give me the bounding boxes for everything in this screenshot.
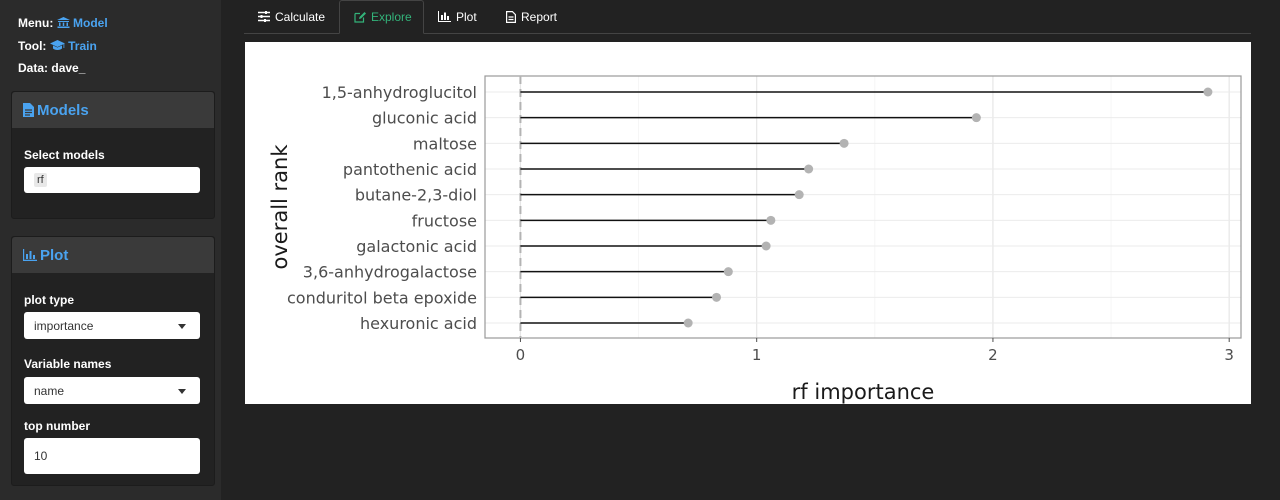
plot-border	[484, 75, 1242, 339]
tab-bar: Calculate Explore Plot Report	[244, 0, 1251, 34]
data-value: dave_	[51, 61, 86, 75]
menu-label: Menu:	[18, 16, 54, 30]
tool-label: Tool:	[18, 39, 47, 53]
x-tick-label: 0	[516, 346, 526, 364]
tool-value-text: Train	[68, 39, 97, 53]
tab-report-label: Report	[521, 9, 558, 24]
models-panel-header[interactable]: Models	[12, 92, 214, 128]
y-tick-label: maltose	[413, 134, 477, 153]
menu-value[interactable]: Model	[56, 16, 108, 30]
plot-type-select[interactable]: importance	[24, 312, 200, 339]
models-panel: Models Select models rf	[11, 91, 215, 219]
lollipop-point	[766, 215, 776, 225]
tab-explore-label: Explore	[371, 10, 412, 24]
importance-chart: 1,5-anhydroglucitol gluconic acid maltose p…	[268, 75, 1242, 404]
lollipop-point	[804, 164, 814, 174]
variable-names-select[interactable]: name	[24, 377, 200, 404]
x-tick-label: 3	[1224, 346, 1234, 364]
bar-chart-icon	[23, 249, 37, 261]
plot-area: 1,5-anhydroglucitol gluconic acid maltose p…	[245, 42, 1251, 404]
top-number-input[interactable]: 10	[24, 438, 200, 474]
top-number-label: top number	[24, 419, 90, 433]
x-tick-label: 1	[752, 346, 762, 364]
menu-value-text: Model	[73, 16, 108, 30]
sliders-icon	[258, 11, 270, 22]
tab-explore[interactable]: Explore	[339, 0, 424, 34]
y-tick-label: pantothenic acid	[343, 160, 477, 179]
data-label: Data:	[18, 61, 49, 75]
sidebar: Menu: Model Tool: Train Data: dave_ Mode…	[0, 0, 221, 500]
lollipop-point	[794, 190, 804, 200]
y-tick-label: gluconic acid	[372, 109, 477, 128]
lollipop-point	[971, 113, 981, 123]
y-tick-label: 1,5-anhydroglucitol	[322, 83, 477, 102]
models-panel-title: Models	[37, 101, 89, 119]
y-tick-label: hexuronic acid	[360, 314, 477, 333]
lollipop-point	[1203, 87, 1213, 97]
data-indicator: Data: dave_	[18, 61, 85, 75]
menu-indicator: Menu: Model	[18, 16, 108, 30]
file-icon	[506, 10, 516, 23]
tab-calculate[interactable]: Calculate	[244, 0, 339, 33]
tab-plot[interactable]: Plot	[424, 0, 492, 33]
tab-plot-label: Plot	[456, 9, 477, 24]
tool-value[interactable]: Train	[49, 39, 97, 53]
plot-panel: Plot plot type importance Variable names…	[11, 236, 215, 486]
bar-chart-icon	[438, 11, 451, 22]
edit-icon	[354, 12, 366, 23]
plot-panel-header[interactable]: Plot	[12, 237, 214, 273]
x-tick-label: 2	[988, 346, 998, 364]
plot-type-label: plot type	[24, 293, 74, 307]
select-models-label: Select models	[24, 148, 105, 162]
tool-indicator: Tool: Train	[18, 39, 97, 53]
plot-panel-title: Plot	[40, 246, 69, 264]
file-icon	[23, 103, 34, 117]
y-axis-title: overall rank	[268, 144, 292, 270]
lollipop-point	[723, 267, 733, 277]
lollipop-point	[712, 292, 722, 302]
y-tick-label: butane-2,3-diol	[355, 186, 477, 205]
y-tick-label: fructose	[412, 211, 477, 230]
lollipop-point	[761, 241, 771, 251]
plot-type-value: importance	[34, 318, 94, 333]
y-tick-label: 3,6-anhydrogalactose	[303, 263, 477, 282]
tab-calculate-label: Calculate	[275, 9, 326, 24]
chevron-down-icon	[178, 323, 186, 329]
x-axis-title: rf importance	[792, 380, 935, 404]
lollipop-point	[683, 318, 693, 328]
y-tick-label: conduritol beta epoxide	[287, 288, 477, 307]
selected-model-chip[interactable]: rf	[34, 173, 47, 187]
chevron-down-icon	[178, 388, 186, 394]
lollipop-point	[839, 138, 849, 148]
tab-report[interactable]: Report	[492, 0, 572, 33]
select-models-input[interactable]: rf	[24, 167, 200, 193]
graduation-cap-icon	[49, 40, 65, 50]
bank-icon	[56, 17, 70, 28]
variable-names-label: Variable names	[24, 357, 112, 371]
variable-names-value: name	[34, 383, 65, 398]
top-number-value: 10	[34, 449, 48, 463]
y-tick-label: galactonic acid	[356, 237, 477, 256]
